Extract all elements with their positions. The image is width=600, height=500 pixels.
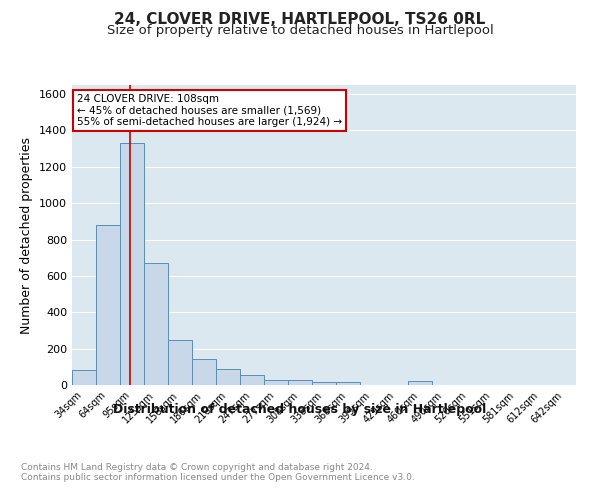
Bar: [216, 369, 240, 385]
Bar: [72, 370, 96, 385]
Text: Contains public sector information licensed under the Open Government Licence v3: Contains public sector information licen…: [21, 472, 415, 482]
Bar: [96, 225, 120, 385]
Bar: [144, 263, 168, 385]
Text: 24 CLOVER DRIVE: 108sqm
← 45% of detached houses are smaller (1,569)
55% of semi: 24 CLOVER DRIVE: 108sqm ← 45% of detache…: [77, 94, 342, 127]
Bar: [312, 382, 336, 385]
Text: Contains HM Land Registry data © Crown copyright and database right 2024.: Contains HM Land Registry data © Crown c…: [21, 462, 373, 471]
Bar: [336, 382, 360, 385]
Text: 24, CLOVER DRIVE, HARTLEPOOL, TS26 0RL: 24, CLOVER DRIVE, HARTLEPOOL, TS26 0RL: [115, 12, 485, 28]
Bar: [408, 382, 432, 385]
Text: Size of property relative to detached houses in Hartlepool: Size of property relative to detached ho…: [107, 24, 493, 37]
Bar: [264, 380, 288, 385]
Text: Distribution of detached houses by size in Hartlepool: Distribution of detached houses by size …: [113, 402, 487, 415]
Y-axis label: Number of detached properties: Number of detached properties: [20, 136, 34, 334]
Bar: [288, 380, 312, 385]
Bar: [168, 340, 192, 385]
Bar: [240, 374, 264, 385]
Bar: [120, 143, 144, 385]
Bar: [192, 359, 216, 385]
